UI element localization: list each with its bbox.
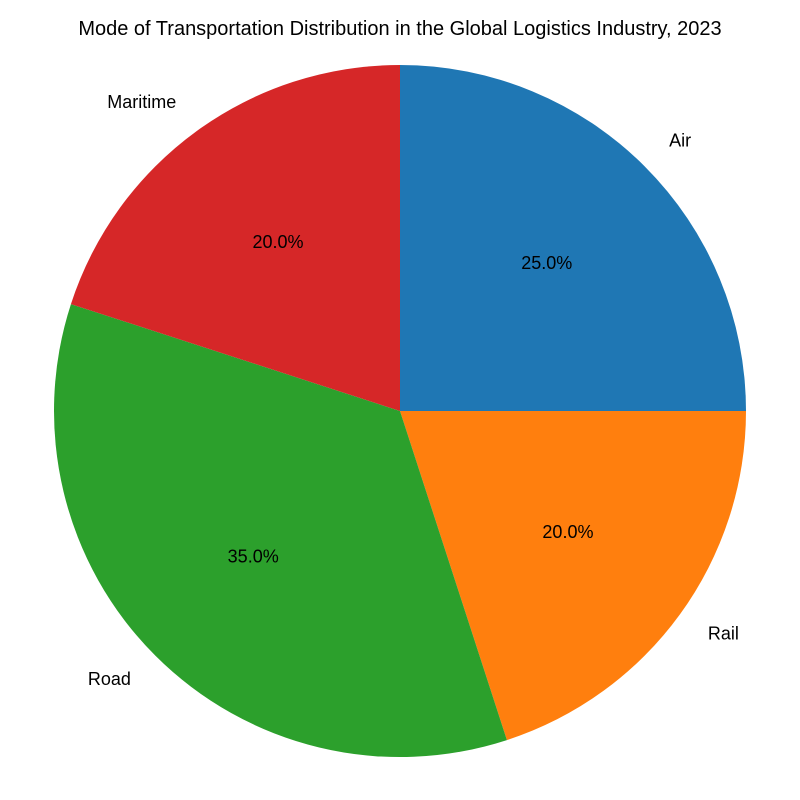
slice-percent-road: 35.0% [228,547,279,567]
pie-slice-air [400,65,746,411]
pie-labels: Air 25.0% Rail 20.0% Road 35.0% Maritime 20.0% [88,92,739,689]
slice-percent-maritime: 20.0% [252,232,303,252]
slice-percent-air: 25.0% [521,253,572,273]
pie-slice-road [54,304,507,757]
pie-slice-maritime [70,64,400,411]
pie-slice-rail [400,411,746,741]
slice-label-road: Road [88,669,131,689]
slice-label-air: Air [669,131,691,151]
slice-label-maritime: Maritime [107,92,176,112]
slice-percent-rail: 20.0% [542,522,593,542]
slice-label-rail: Rail [708,623,739,643]
pie-slices [54,64,746,757]
chart-title: Mode of Transportation Distribution in t… [78,18,721,40]
